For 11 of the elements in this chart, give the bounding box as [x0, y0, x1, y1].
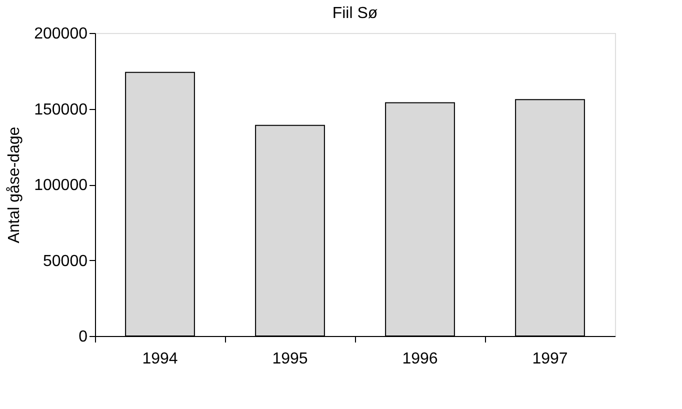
x-tick-label: 1997 — [532, 350, 568, 368]
x-tick-label: 1996 — [402, 350, 438, 368]
y-tick-label: 100000 — [34, 177, 88, 194]
y-tick-label: 200000 — [34, 26, 88, 42]
x-tick-label: 1994 — [142, 350, 178, 368]
y-tick-label: 0 — [78, 328, 88, 346]
y-tick-label: 50000 — [43, 252, 88, 270]
y-axis-title: Antal gåse-dage — [6, 126, 24, 244]
chart-title: Fiil Sø — [332, 5, 378, 22]
x-tick-label: 1995 — [272, 350, 308, 368]
y-tick-label: 150000 — [34, 101, 88, 118]
